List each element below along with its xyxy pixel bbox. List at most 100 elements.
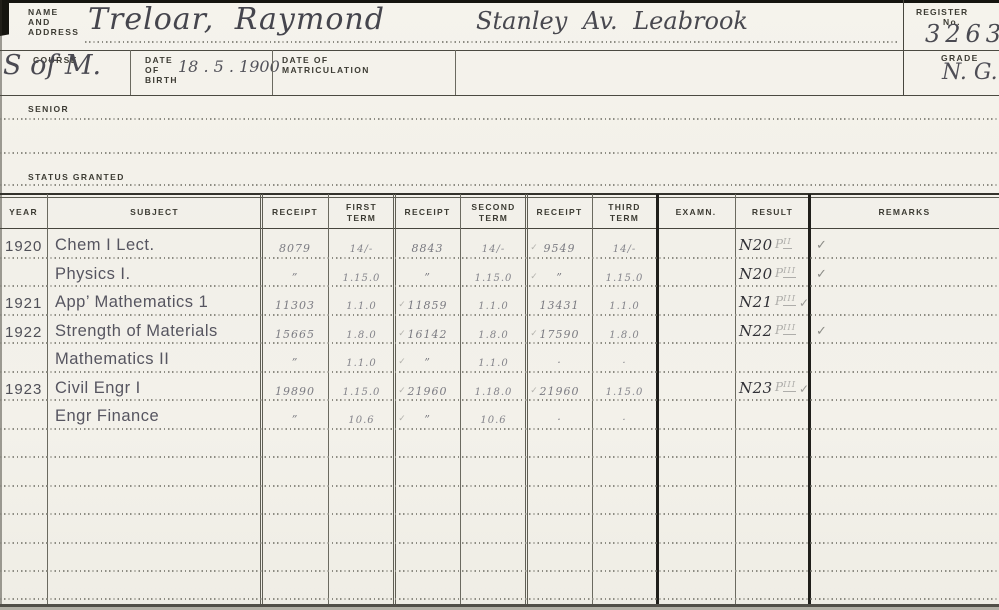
senior-rule-1 xyxy=(0,118,999,120)
grade-letter: P xyxy=(775,237,784,252)
cell-r2: ” xyxy=(424,270,431,284)
cell-r1: 11303 xyxy=(275,299,315,313)
table-row-rule xyxy=(0,541,999,544)
cell-r2: 8843 xyxy=(411,242,444,256)
cell-t2: 1.1.0 xyxy=(478,301,509,313)
cell-result-grade: PIII xyxy=(775,265,797,280)
cell-t3: 1.1.0 xyxy=(609,301,640,313)
cell-t1: 1.1.0 xyxy=(346,358,377,370)
cell-r2: ” xyxy=(424,413,431,427)
table-row: 1921 App’ Mathematics 1 11303 1.1.0 11859 1.1… xyxy=(0,286,999,314)
cell-t1: 1.15.0 xyxy=(342,272,381,284)
cell-t2: 1.18.0 xyxy=(474,386,513,398)
cell-r3: 17590 xyxy=(539,327,580,341)
table-row: Mathematics II ” 1.1.0 ” 1.1.0 · · ✓ xyxy=(0,343,999,371)
cell-r3: · xyxy=(557,413,562,427)
status-granted-label: STATUS GRANTED xyxy=(28,172,125,182)
name-label-line3: ADDRESS xyxy=(28,27,80,37)
table-row: 1922 Strength of Materials 15665 1.8.0 16142… xyxy=(0,314,999,342)
col-header-first-term: FIRST TERM xyxy=(345,201,378,223)
cell-r1: ” xyxy=(291,270,299,284)
table-row: 1923 Civil Engr I 19890 1.15.0 21960 1.18.0 21… xyxy=(0,371,999,399)
divider-course-dob xyxy=(130,50,131,95)
table-row-rule xyxy=(0,427,999,430)
col-header-receipt-2: RECEIPT xyxy=(404,207,451,218)
cell-r2: ” xyxy=(424,356,431,370)
cell-r1: 15665 xyxy=(275,327,315,341)
grade-letter: P xyxy=(775,322,784,337)
cell-t3: 1.15.0 xyxy=(605,386,644,398)
cell-r3: 9549 xyxy=(543,242,576,256)
cell-t2: 1.15.0 xyxy=(474,272,513,284)
grade-letter: P xyxy=(775,265,784,280)
cell-year: 1922 xyxy=(5,323,43,341)
grade-numeral: II xyxy=(783,237,792,250)
table-column-rule xyxy=(808,194,811,604)
grade-numeral: III xyxy=(783,294,797,307)
divider-dob-matric xyxy=(272,50,273,95)
cell-r3: 13431 xyxy=(539,299,580,313)
cell-r2: 11859 xyxy=(407,299,448,313)
table-row: Physics I. ” 1.15.0 ” 1.15.0 ” 1.15.0 ✓ N20 PIII ✓ xyxy=(0,257,999,285)
remark-tick-icon: ✓ xyxy=(816,322,827,338)
col-header-remarks: REMARKS xyxy=(878,207,931,218)
cell-result: N21 xyxy=(739,293,773,312)
col-header-second-term: SECOND TERM xyxy=(471,201,516,223)
col-header-year: YEAR xyxy=(9,207,38,218)
cell-result-grade: PIII xyxy=(775,322,797,337)
table-top-rule xyxy=(0,193,999,195)
paid-tick-icon: ✓ xyxy=(398,384,406,395)
bottom-edge xyxy=(0,607,999,610)
grade-numeral: III xyxy=(783,379,797,392)
table-row: Engr Finance ” 10.6 ” 10.6 · · ✓ xyxy=(0,400,999,428)
grade-letter: P xyxy=(775,294,784,309)
col-header-third-term: THIRD TERM xyxy=(608,201,641,223)
result-tick-icon: ✓ xyxy=(799,381,810,396)
matric-label-line2: MATRICULATION xyxy=(282,65,370,75)
cell-subject: Civil Engr I xyxy=(55,378,141,397)
cell-r3: · xyxy=(557,356,562,370)
register-no-label: No. xyxy=(943,17,961,27)
cell-result-grade: PIII xyxy=(775,379,797,394)
grade-value: N. G. xyxy=(942,60,998,85)
table-row-rule xyxy=(0,570,999,572)
dob-label-line3: BIRTH xyxy=(145,75,178,85)
cell-t3: · xyxy=(622,415,627,427)
paid-tick-icon: ✓ xyxy=(398,299,406,310)
table-row-rule xyxy=(0,513,999,515)
course-label: COURSE xyxy=(33,55,78,65)
cell-result: N23 xyxy=(739,378,773,397)
register-no-value: 3263 xyxy=(925,20,999,48)
remark-tick-icon: ✓ xyxy=(816,265,827,281)
top-edge xyxy=(0,0,999,3)
cell-t3: 1.8.0 xyxy=(609,329,640,341)
name-label-line1: NAME xyxy=(28,7,59,17)
table-column-rule xyxy=(47,194,48,604)
cell-t2: 10.6 xyxy=(480,415,507,427)
table-row-rule xyxy=(0,399,999,402)
table-top-rule-inner xyxy=(0,197,999,198)
table-row-rule xyxy=(0,313,999,316)
table-column-rule xyxy=(525,194,528,604)
grade-numeral: III xyxy=(783,265,797,278)
cell-r2: 16142 xyxy=(407,327,448,341)
grade-label: GRADE xyxy=(941,53,979,63)
cell-result-grade: PII xyxy=(775,237,792,251)
cell-r2: 21960 xyxy=(407,384,448,398)
course-value: S of M. xyxy=(3,50,102,81)
cell-result: N22 xyxy=(739,321,773,340)
paid-tick-icon: ✓ xyxy=(530,384,538,395)
table-row-rule xyxy=(0,257,999,259)
cell-r1: ” xyxy=(291,356,299,370)
address-value: Stanley Av. Leabrook xyxy=(476,7,748,35)
col-header-examn: EXAMN. xyxy=(675,207,717,218)
table-column-rule xyxy=(656,194,659,604)
senior-label: SENIOR xyxy=(28,104,69,114)
cell-r1: 19890 xyxy=(275,384,315,398)
name-label-line2: AND xyxy=(28,17,51,27)
col-header-receipt-1: RECEIPT xyxy=(272,207,318,218)
cell-year: 1923 xyxy=(5,380,43,398)
cell-result-grade: PIII xyxy=(775,294,797,309)
cell-t2: 1.8.0 xyxy=(478,329,509,341)
